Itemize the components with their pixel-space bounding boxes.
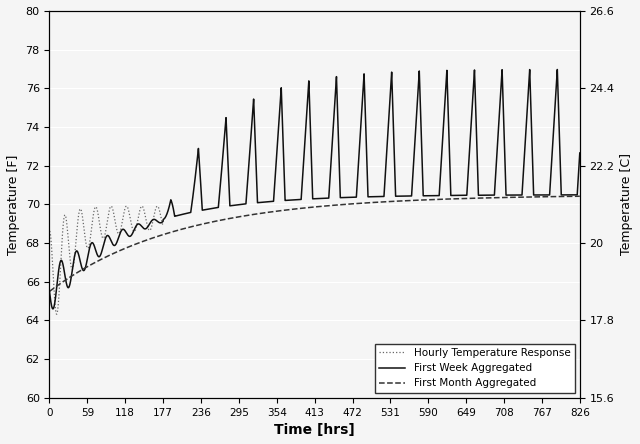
First Week Aggregated [554, 67, 561, 72]
First Month Aggregated [45, 289, 53, 294]
First Week Aggregated [178, 212, 186, 217]
First Month Aggregated [463, 196, 471, 201]
Hourly Temperature Response [93, 207, 101, 213]
First Week Aggregated [366, 194, 374, 199]
First Month Aggregated [73, 270, 81, 276]
Hourly Temperature Response [156, 209, 163, 214]
Hourly Temperature Response [128, 225, 136, 230]
Y-axis label: Temperature [F]: Temperature [F] [7, 154, 20, 254]
First Month Aggregated [289, 206, 297, 212]
Hourly Temperature Response [94, 212, 102, 217]
First Month Aggregated [576, 194, 584, 199]
First Week Aggregated [576, 151, 584, 156]
Y-axis label: Temperature [C]: Temperature [C] [620, 153, 633, 255]
Hourly Temperature Response [123, 203, 131, 209]
Hourly Temperature Response [52, 312, 60, 317]
Hourly Temperature Response [100, 236, 108, 241]
First Week Aggregated [386, 98, 394, 103]
First Week Aggregated [426, 193, 433, 198]
First Week Aggregated [49, 306, 57, 312]
X-axis label: Time [hrs]: Time [hrs] [275, 423, 355, 437]
Line: Hourly Temperature Response: Hourly Temperature Response [49, 206, 163, 314]
Hourly Temperature Response [45, 229, 53, 234]
First Week Aggregated [541, 192, 549, 198]
Hourly Temperature Response [159, 224, 167, 229]
First Week Aggregated [45, 289, 53, 294]
First Month Aggregated [560, 194, 568, 199]
Line: First Month Aggregated: First Month Aggregated [49, 196, 580, 291]
First Month Aggregated [303, 205, 311, 210]
Legend: Hourly Temperature Response, First Week Aggregated, First Month Aggregated: Hourly Temperature Response, First Week … [375, 344, 575, 392]
Line: First Week Aggregated: First Week Aggregated [49, 70, 580, 309]
Hourly Temperature Response [150, 213, 158, 218]
First Month Aggregated [561, 194, 568, 199]
First Week Aggregated [296, 197, 304, 202]
